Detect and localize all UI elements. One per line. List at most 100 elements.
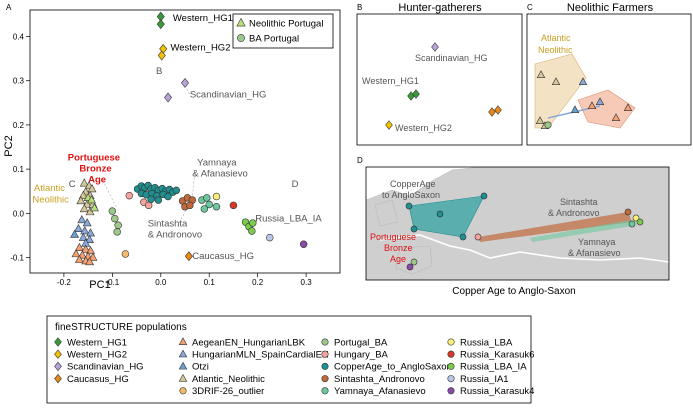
- point-russia-lba-ia: [249, 219, 257, 227]
- x-tick-label: 0.0: [155, 278, 167, 287]
- point-aegeanen-hungarianlbk: [81, 244, 91, 253]
- point-atlantic-neolithic: [79, 178, 89, 187]
- map-marker: [494, 105, 502, 115]
- inset-legend-box: [232, 13, 334, 49]
- map-marker: [624, 208, 632, 216]
- panel-b-title: Hunter-gatherers: [398, 2, 482, 14]
- point-hungarianmln-spaincardialen: [82, 218, 92, 227]
- point-russia-karasuk6: [229, 201, 238, 210]
- inset-legend: Neolithic Portugal BA Portugal: [236, 17, 323, 45]
- point-ba-portugal: [111, 214, 119, 223]
- chart-annotation: Western_HG2: [170, 43, 230, 54]
- legend-label: Russia_LBA: [460, 337, 513, 348]
- map-landmass: [366, 167, 669, 280]
- chart-annotation: Yamnaya: [197, 158, 237, 169]
- map-label: Portuguese: [370, 232, 416, 242]
- legend-marker: [447, 375, 455, 383]
- panel-c-title: Neolithic Farmers: [567, 2, 654, 14]
- legend-label: AegeanEN_HungarianLBK: [192, 337, 306, 348]
- legend-label: Yamnaya_Afanasievo: [334, 386, 426, 397]
- map-marker: [410, 225, 418, 233]
- point-sintashta-andronovo: [186, 201, 194, 210]
- legend-marker: [178, 337, 188, 346]
- annotation-connector: [252, 218, 258, 225]
- map-marker: [636, 218, 644, 226]
- legend-title: fineSTRUCTURE populations: [55, 322, 187, 333]
- panel-d-caption: Copper Age to Anglo-Saxon: [452, 286, 575, 297]
- chart-annotation: D: [292, 179, 299, 190]
- legend-label: Russia_Karasuk6: [460, 350, 534, 361]
- map-marker: [536, 70, 546, 79]
- chart-marks: [70, 11, 308, 266]
- inset-legend-label: BA Portugal: [249, 34, 299, 45]
- map-label: Western_HG1: [362, 76, 419, 86]
- panel-c-frame: [526, 13, 692, 146]
- point-scandinavian-hg: [181, 77, 189, 88]
- x-axis-label: PC1: [89, 279, 110, 291]
- point-hungary-ba: [125, 191, 134, 200]
- map-marker: [436, 210, 444, 218]
- map-marker: [544, 121, 552, 129]
- legend-label: Otzi: [192, 362, 209, 373]
- legend-marker: [178, 349, 188, 358]
- panel-d-markers: [405, 192, 644, 271]
- map-label: Yamnaya: [578, 237, 615, 247]
- point-russia-karasuk4: [299, 240, 308, 248]
- legend-marker: [321, 338, 329, 346]
- map-marker: [587, 101, 597, 110]
- map-label: Scandinavian_HG: [415, 53, 488, 63]
- y-axis-label: PC2: [3, 135, 15, 156]
- legend-label: Sintashta_Andronovo: [334, 374, 425, 385]
- point-atlantic-neolithic: [87, 184, 97, 193]
- sintashta-band: [478, 212, 632, 242]
- point-hungary-ba: [144, 201, 153, 210]
- map-marker: [535, 116, 545, 125]
- map-marker: [595, 97, 605, 106]
- chart-annotation: Portuguese: [68, 152, 120, 163]
- point-atlantic-neolithic: [76, 196, 86, 205]
- point-hungarianmln-spaincardialen: [86, 228, 96, 237]
- legend-label: Russia_IA1: [460, 374, 509, 385]
- plot-frame: [29, 9, 341, 274]
- panel-letter-b: B: [357, 3, 362, 12]
- point-atlantic-neolithic: [79, 203, 89, 213]
- legend-label: Western_HG1: [67, 337, 127, 348]
- chart-annotation: C: [69, 179, 76, 190]
- y-tick-label: 0.0: [13, 209, 25, 218]
- point-russia-ia1: [266, 233, 274, 242]
- panel-d-frame: [365, 166, 670, 281]
- map-label: Bronze: [384, 243, 413, 253]
- point-atlantic-neolithic: [85, 207, 95, 216]
- point-3drif-26-outlier: [121, 250, 130, 258]
- legend-label: HungarianMLN_SpainCardialEN: [192, 350, 329, 361]
- panel-c-map: Atlantic Neolithic: [526, 13, 692, 146]
- point-atlantic-neolithic: [82, 199, 92, 208]
- map-marker: [578, 77, 588, 86]
- map-label: & Afanasievo: [568, 248, 621, 258]
- panel-b-map: Scandinavian_HG Western_HG1 Western_HG2: [356, 13, 523, 146]
- point-neolithic-portugal: [89, 203, 99, 212]
- legend-label: Portugal_BA: [334, 337, 388, 348]
- legend-marker: [321, 362, 329, 370]
- panel-a-chart: -0.2 -0.1 0.0 0.1 0.2 0.3-0.10.00.10.20.30.4 …: [3, 9, 341, 291]
- point-yamnaya-afanasievo: [205, 200, 213, 209]
- chart-annotation: Scandinavian_HG: [190, 90, 267, 101]
- y-tick-label: 0.1: [13, 165, 25, 174]
- map-marker: [410, 258, 418, 266]
- point-russia-lba-ia: [248, 227, 256, 235]
- legend-marker: [178, 373, 188, 382]
- map-britain: [374, 199, 399, 227]
- legend-marker: [321, 375, 329, 383]
- legend-marker: [54, 337, 62, 347]
- point-atlantic-neolithic: [78, 190, 88, 199]
- point-hungarianmln-spaincardialen: [77, 215, 87, 224]
- legend-marker: [54, 349, 62, 359]
- chart-annotation: & Andronovo: [148, 230, 202, 241]
- point-ba-portugal: [113, 228, 121, 236]
- map-label: Sintashta: [560, 197, 598, 207]
- panel-c-markers: [535, 70, 633, 130]
- legend-marker: [447, 350, 455, 358]
- panel-b-sea: [357, 14, 522, 145]
- legend-marker: [447, 362, 455, 370]
- legend-label: CopperAge_to_AngloSaxon: [334, 362, 452, 373]
